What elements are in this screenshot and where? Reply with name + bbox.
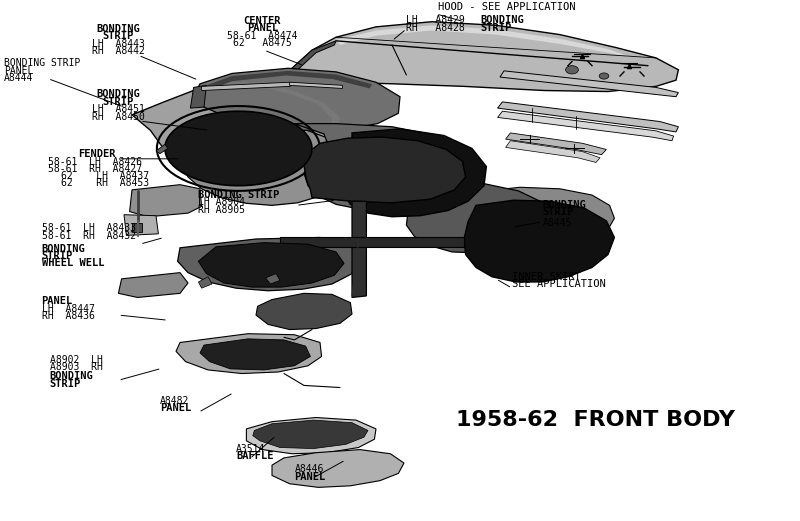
Text: LH  A8447: LH A8447 <box>42 304 94 314</box>
Text: PANEL: PANEL <box>42 296 73 306</box>
Text: STRIP: STRIP <box>50 379 81 389</box>
Polygon shape <box>246 417 376 454</box>
Polygon shape <box>266 274 280 284</box>
Text: 62    LH  A8437: 62 LH A8437 <box>61 171 149 181</box>
Polygon shape <box>506 141 600 163</box>
Polygon shape <box>342 129 486 217</box>
Polygon shape <box>206 82 340 163</box>
Polygon shape <box>253 420 368 449</box>
Polygon shape <box>200 339 310 370</box>
Polygon shape <box>178 238 358 291</box>
Text: A8482: A8482 <box>160 396 190 406</box>
Text: FENDER: FENDER <box>78 149 116 159</box>
Polygon shape <box>500 71 678 97</box>
Polygon shape <box>118 272 188 297</box>
Polygon shape <box>292 41 336 70</box>
Text: A8445: A8445 <box>542 218 572 228</box>
Text: BONDING: BONDING <box>50 371 94 381</box>
Text: CENTER: CENTER <box>244 16 281 26</box>
Text: 1958-62  FRONT BODY: 1958-62 FRONT BODY <box>457 411 735 430</box>
Polygon shape <box>132 82 344 175</box>
Text: RH  A8436: RH A8436 <box>42 311 94 321</box>
Polygon shape <box>176 333 322 374</box>
Text: RH   A8428: RH A8428 <box>406 22 465 32</box>
Polygon shape <box>272 450 404 487</box>
Text: BONDING STRIP: BONDING STRIP <box>198 190 280 200</box>
Text: BAFFLE: BAFFLE <box>236 451 274 461</box>
Text: 58-61  LH  A8433: 58-61 LH A8433 <box>42 224 135 233</box>
Text: STRIP: STRIP <box>42 251 73 261</box>
Text: 58-61  RH  A8432: 58-61 RH A8432 <box>42 231 135 241</box>
Text: LH A8904: LH A8904 <box>198 197 246 207</box>
Text: RH A8905: RH A8905 <box>198 205 246 215</box>
Text: BONDING STRIP: BONDING STRIP <box>4 58 80 68</box>
Text: 58-61  RH  A8427: 58-61 RH A8427 <box>48 164 142 174</box>
Polygon shape <box>256 293 352 330</box>
Text: BONDING: BONDING <box>480 15 524 26</box>
Text: 62    RH  A8453: 62 RH A8453 <box>61 178 149 188</box>
Polygon shape <box>290 82 342 89</box>
Text: STRIP: STRIP <box>542 207 574 217</box>
Text: PANEL: PANEL <box>246 23 278 33</box>
Polygon shape <box>498 111 674 141</box>
Text: 58-61  A8474: 58-61 A8474 <box>227 31 298 41</box>
Polygon shape <box>156 144 168 154</box>
Text: RH  A8442: RH A8442 <box>92 46 145 56</box>
Polygon shape <box>190 85 206 108</box>
Polygon shape <box>198 277 212 288</box>
Text: STRIP: STRIP <box>102 31 134 41</box>
Polygon shape <box>352 201 366 297</box>
Text: BONDING: BONDING <box>42 244 86 254</box>
Polygon shape <box>506 133 606 155</box>
Text: PANEL: PANEL <box>4 66 34 76</box>
Polygon shape <box>480 187 614 255</box>
Text: PANEL: PANEL <box>294 472 326 482</box>
Polygon shape <box>304 137 466 203</box>
Text: LH   A8429: LH A8429 <box>406 15 465 26</box>
Polygon shape <box>464 200 614 282</box>
Text: A8903  RH: A8903 RH <box>50 362 102 372</box>
Polygon shape <box>206 71 372 91</box>
Text: INNER SKIRT: INNER SKIRT <box>512 272 581 282</box>
Text: 58-61  LH  A8426: 58-61 LH A8426 <box>48 157 142 167</box>
Polygon shape <box>336 26 632 57</box>
Text: A3514: A3514 <box>236 444 266 454</box>
Text: STRIP: STRIP <box>102 96 134 107</box>
Text: A8902  LH: A8902 LH <box>50 355 102 365</box>
Text: STRIP: STRIP <box>480 22 511 32</box>
Text: PANEL: PANEL <box>160 403 191 413</box>
Text: WHEEL WELL: WHEEL WELL <box>42 258 104 268</box>
Polygon shape <box>280 238 464 247</box>
Polygon shape <box>198 243 344 287</box>
Text: HOOD - SEE APPLICATION: HOOD - SEE APPLICATION <box>438 2 576 12</box>
Polygon shape <box>165 111 312 185</box>
Text: RH  A8450: RH A8450 <box>92 111 145 121</box>
Text: BONDING: BONDING <box>97 89 140 100</box>
Text: A8444: A8444 <box>4 73 34 83</box>
Polygon shape <box>406 182 548 253</box>
Polygon shape <box>124 215 158 235</box>
Circle shape <box>566 66 578 74</box>
Circle shape <box>599 73 609 79</box>
Text: LH  A8451: LH A8451 <box>92 104 145 114</box>
Text: 62   A8475: 62 A8475 <box>233 38 292 48</box>
Polygon shape <box>194 68 400 130</box>
Text: BONDING: BONDING <box>97 23 140 33</box>
Text: BONDING: BONDING <box>542 200 586 209</box>
Polygon shape <box>292 22 678 92</box>
Text: SEE APPLICATION: SEE APPLICATION <box>512 279 606 289</box>
Polygon shape <box>130 184 202 217</box>
Polygon shape <box>182 122 344 205</box>
Polygon shape <box>294 123 474 210</box>
Polygon shape <box>498 102 678 132</box>
Text: LH  A8443: LH A8443 <box>92 39 145 48</box>
Text: A8446: A8446 <box>294 464 324 475</box>
Polygon shape <box>132 224 142 232</box>
Polygon shape <box>202 82 290 91</box>
